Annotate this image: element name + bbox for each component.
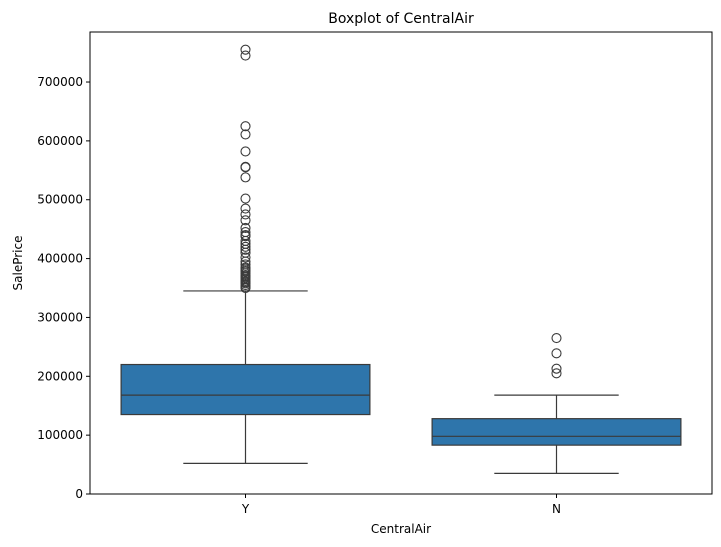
y-axis-label: SalePrice xyxy=(11,236,25,291)
outlier-point xyxy=(240,129,251,140)
outlier-point xyxy=(240,241,251,252)
outlier-point xyxy=(240,252,251,263)
outlier-point xyxy=(240,44,251,55)
y-axis: 0 100000 200000 300000 400000 500000 600000 700… xyxy=(37,75,90,501)
y-tick-label: 300000 xyxy=(37,310,83,324)
plot-area xyxy=(89,31,713,495)
boxes-layer xyxy=(120,44,682,475)
x-axis-label: CentralAir xyxy=(371,522,431,536)
y-tick-label: 100000 xyxy=(37,428,83,442)
y-tick-label: 0 xyxy=(75,487,83,501)
outlier-point xyxy=(551,363,562,374)
outlier-point xyxy=(240,262,251,273)
outlier-point xyxy=(240,215,251,226)
outlier-point xyxy=(240,229,251,241)
x-tick-label: N xyxy=(552,502,561,516)
outlier-point xyxy=(240,227,251,238)
outlier-point xyxy=(240,50,251,61)
x-tick-label: Y xyxy=(241,502,250,516)
outlier-point xyxy=(240,209,251,220)
outlier-point xyxy=(240,121,251,132)
outlier-point xyxy=(240,203,251,214)
outlier-point xyxy=(240,259,251,270)
iqr-box xyxy=(120,363,371,416)
iqr-box xyxy=(431,418,682,446)
chart-title: Boxplot of CentralAir xyxy=(328,11,474,27)
outlier-point xyxy=(240,172,251,183)
box-group-N xyxy=(431,332,682,475)
outlier-point xyxy=(551,332,562,344)
outlier-point xyxy=(240,193,251,204)
outlier-point xyxy=(240,222,251,234)
y-tick-label: 500000 xyxy=(37,193,83,207)
y-tick-label: 200000 xyxy=(37,369,83,383)
outlier-point xyxy=(240,161,251,172)
y-tick-label: 600000 xyxy=(37,134,83,148)
outlier-point xyxy=(551,348,562,359)
y-tick-label: 400000 xyxy=(37,252,83,266)
outlier-point xyxy=(240,146,251,157)
box-group-Y xyxy=(120,44,371,464)
outlier-point xyxy=(551,368,562,379)
y-tick-label: 700000 xyxy=(37,75,83,89)
